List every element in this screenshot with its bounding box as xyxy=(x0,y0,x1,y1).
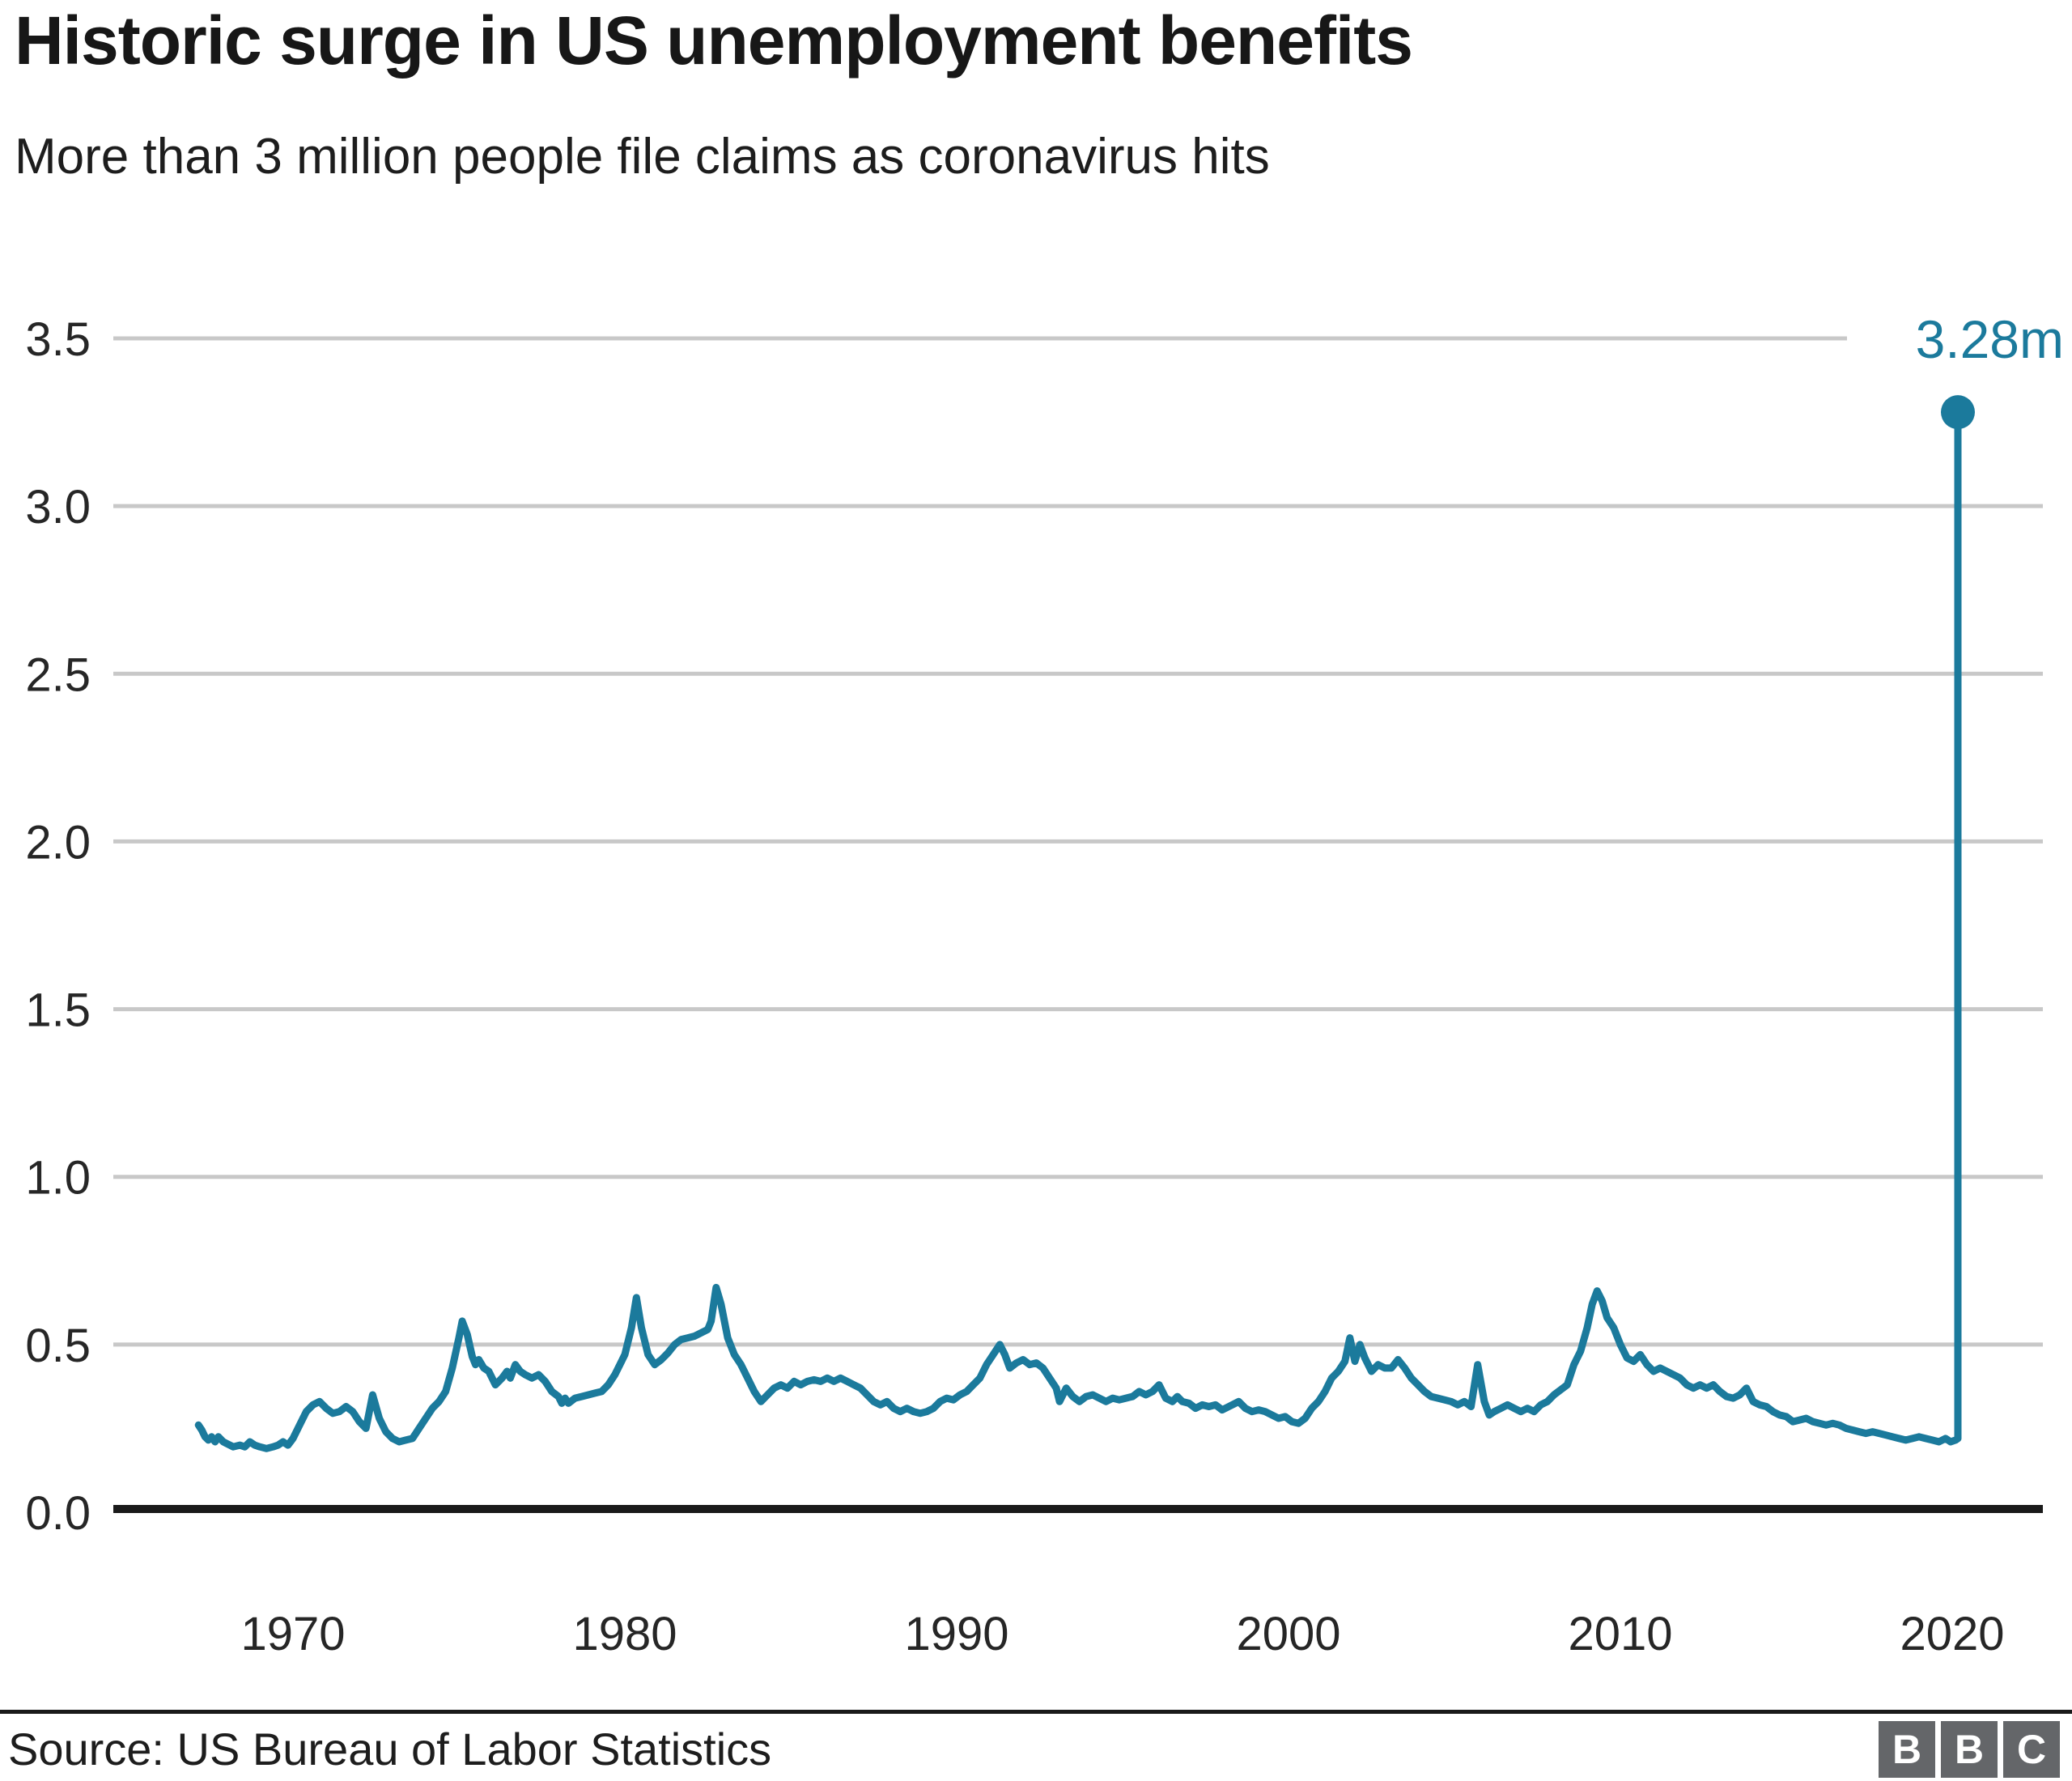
bbc-logo-block: B xyxy=(1941,1721,1998,1778)
y-tick-label: 0.0 xyxy=(25,1487,91,1540)
y-tick-label: 0.5 xyxy=(25,1320,91,1372)
x-tick-label: 2000 xyxy=(1236,1608,1340,1660)
y-tick-label: 2.5 xyxy=(25,648,91,701)
source-label: Source: US Bureau of Labor Statistics xyxy=(8,1724,772,1775)
chart-title: Historic surge in US unemployment benefi… xyxy=(15,2,1413,79)
y-tick-label: 1.0 xyxy=(25,1152,91,1205)
footer-divider xyxy=(0,1710,2072,1714)
endpoint-marker xyxy=(1941,395,1975,430)
x-tick-label: 1980 xyxy=(572,1608,677,1660)
x-tick-label: 2020 xyxy=(1900,1608,2004,1660)
x-tick-label: 1990 xyxy=(904,1608,1008,1660)
chart-subtitle: More than 3 million people file claims a… xyxy=(15,129,1270,185)
x-tick-label: 1970 xyxy=(240,1608,345,1660)
bbc-logo-block: C xyxy=(2003,1721,2060,1778)
claims-line xyxy=(194,408,1962,1452)
endpoint-annotation: 3.28m xyxy=(1916,309,2064,369)
x-tick-label: 2010 xyxy=(1568,1608,1672,1660)
bbc-logo-block: B xyxy=(1879,1721,1935,1778)
y-tick-label: 2.0 xyxy=(25,816,91,869)
y-tick-label: 3.0 xyxy=(25,481,91,533)
y-tick-label: 3.5 xyxy=(25,313,91,366)
y-tick-label: 1.5 xyxy=(25,984,91,1037)
bbc-logo: B B C xyxy=(1879,1721,2060,1778)
